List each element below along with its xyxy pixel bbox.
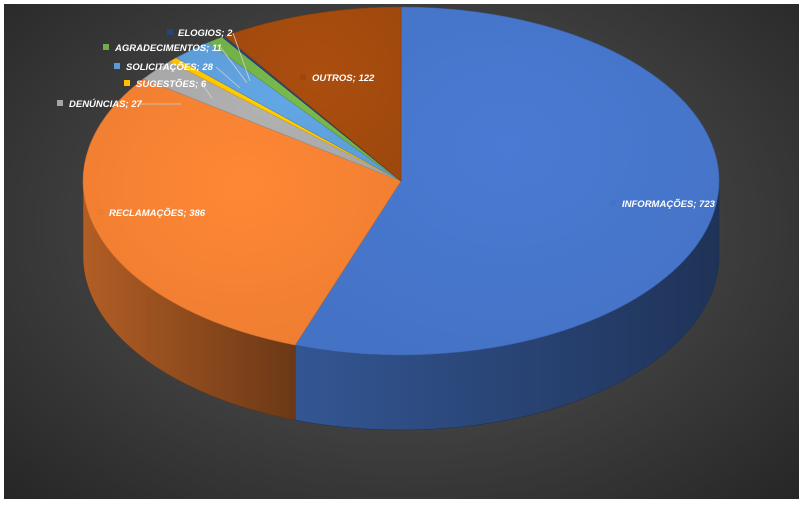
leader-line-solicitacoes <box>215 66 241 89</box>
data-label-elogios: ELOGIOS; 2 <box>178 28 233 39</box>
pie-slice-outros <box>224 6 402 182</box>
data-labels: INFORMAÇÕES; 723 RECLAMAÇÕES; 386 DENÚNCIA… <box>57 28 716 219</box>
label-key-agradecimentos <box>103 44 109 50</box>
leader-line-elogios <box>232 32 251 82</box>
data-label-sugestoes: SUGESTÕES; 6 <box>136 79 207 90</box>
pie-top <box>82 6 720 356</box>
label-key-reclamacoes <box>97 209 103 215</box>
data-label-agradecimentos: AGRADECIMENTOS; 11 <box>114 43 222 54</box>
data-label-informacoes: INFORMAÇÕES; 723 <box>622 199 716 210</box>
data-label-reclamacoes: RECLAMAÇÕES; 386 <box>109 208 206 219</box>
label-key-outros <box>300 74 306 80</box>
data-label-outros: OUTROS; 122 <box>312 73 375 84</box>
label-key-sugestoes <box>124 80 130 86</box>
label-key-elogios <box>167 29 173 35</box>
label-key-denuncias <box>57 100 63 106</box>
leader-line-sugestoes <box>201 83 213 99</box>
label-key-informacoes <box>610 200 616 206</box>
data-label-denuncias: DENÚNCIAS; 27 <box>69 98 143 110</box>
leader-line-agradecimentos <box>220 47 248 84</box>
pie-slice-reclamacoes <box>82 78 402 346</box>
data-label-solicitacoes: SOLICITAÇÕES; 28 <box>126 62 214 73</box>
label-key-solicitacoes <box>114 63 120 69</box>
